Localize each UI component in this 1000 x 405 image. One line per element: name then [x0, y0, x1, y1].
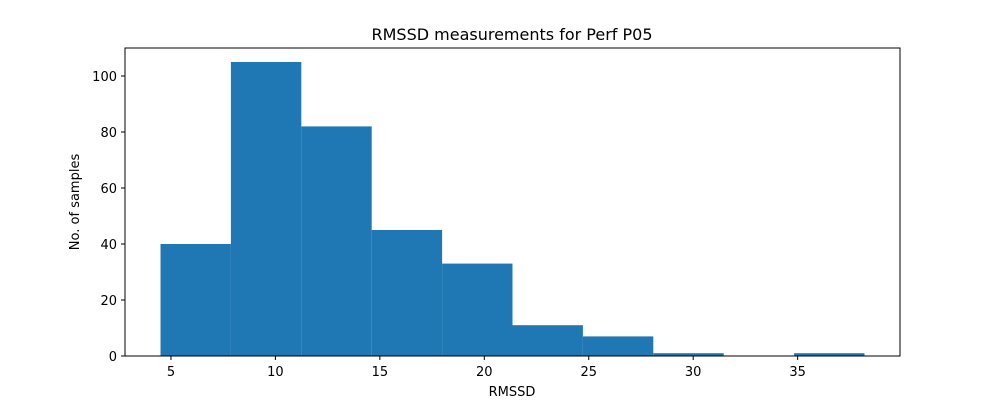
histogram-bar: [230, 62, 302, 356]
y-tick-label: 20: [100, 294, 117, 309]
histogram-bar: [582, 336, 654, 356]
histogram-bar: [653, 353, 724, 356]
plot-area-frame: [124, 47, 901, 357]
x-tick-label: 35: [789, 365, 806, 380]
y-tick-label: 40: [100, 238, 117, 253]
y-tick-label: 80: [100, 126, 117, 141]
y-tick-label: 0: [109, 350, 117, 365]
x-tick-label: 30: [685, 365, 702, 380]
histogram-bar: [512, 325, 583, 356]
x-tick-label: 5: [167, 365, 175, 380]
histogram-bar: [794, 353, 865, 356]
y-axis-ticks: 0 20 40 60 80 100: [92, 70, 125, 365]
chart-title: RMSSD measurements for Perf P05: [372, 25, 653, 44]
x-axis-label: RMSSD: [489, 385, 536, 400]
histogram-bar: [371, 230, 443, 356]
x-tick-label: 25: [580, 365, 597, 380]
bars-group: [160, 62, 865, 357]
x-tick-label: 20: [476, 365, 493, 380]
y-tick-label: 60: [100, 182, 117, 197]
y-tick-label: 100: [92, 70, 117, 85]
histogram-bar: [301, 126, 372, 357]
histogram-bar: [442, 263, 513, 356]
x-tick-label: 10: [267, 365, 284, 380]
x-axis-ticks: 5 10 15 20 25 30 35: [167, 356, 806, 380]
histogram-bar: [160, 244, 231, 356]
x-tick-label: 15: [372, 365, 389, 380]
y-axis-label: No. of samples: [68, 154, 83, 251]
